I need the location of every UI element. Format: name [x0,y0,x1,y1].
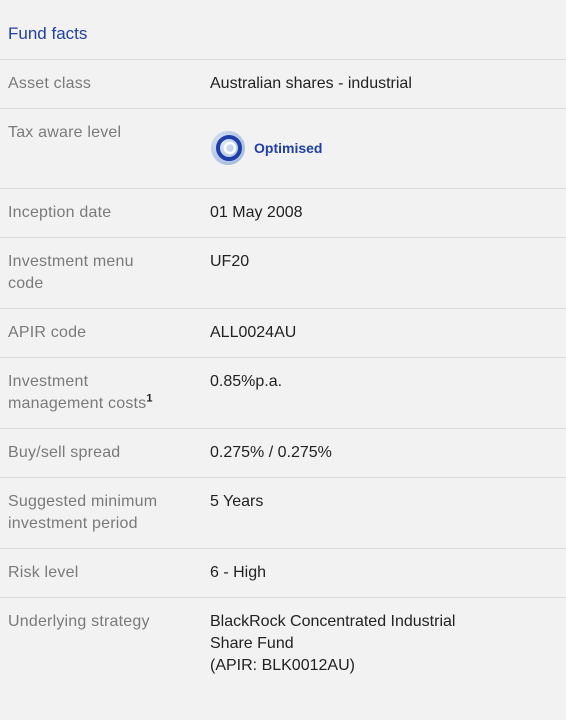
fact-row: Asset class Australian shares - industria… [0,60,566,109]
label-line: Tax aware level [8,124,122,141]
fact-label: Tax aware level [0,122,210,166]
fact-row: Risk level 6 - High [0,549,566,598]
value-line: (APIR: BLK0012AU) [210,657,355,674]
label-line: Investment [8,373,89,390]
fact-row: Investment management costs1 0.85%p.a. [0,358,566,429]
fact-value: BlackRock Concentrated Industrial Share F… [210,611,566,677]
value-line: BlackRock Concentrated Industrial [210,613,456,630]
fact-value: 0.85%p.a. [210,371,566,415]
fact-label: Inception date [0,202,210,224]
label-line: code [8,275,44,292]
fact-label: Risk level [0,562,210,584]
rows: Asset class Australian shares - industria… [0,60,566,690]
fact-label: Buy/sell spread [0,442,210,464]
fact-label: Suggested minimum investment period [0,491,210,535]
fact-row: Tax aware level Optimised [0,109,566,189]
label-line: Risk level [8,564,79,581]
value-line: UF20 [210,253,250,270]
label-line: investment period [8,515,138,532]
value-line: 6 - High [210,564,267,581]
label-line: management costs1 [8,392,153,412]
tax-badge: Optimised [210,130,566,166]
fact-label: APIR code [0,322,210,344]
label-line: Inception date [8,204,112,221]
value-line: ALL0024AU [210,324,297,341]
label-line: Asset class [8,75,92,92]
fact-value: 6 - High [210,562,566,584]
fact-label: Investment management costs1 [0,371,210,415]
fact-value: ALL0024AU [210,322,566,344]
fact-row: Buy/sell spread 0.275% / 0.275% [0,429,566,478]
title: Fund facts [0,0,566,60]
value-line: 0.275% / 0.275% [210,444,332,461]
badge-text: Optimised [254,140,323,156]
label-line: Underlying strategy [8,613,150,630]
fact-value: UF20 [210,251,566,295]
label-line: Buy/sell spread [8,444,121,461]
value-line: 0.85%p.a. [210,373,283,390]
fact-row: Investment menu code UF20 [0,238,566,309]
fact-value: Optimised [210,122,566,166]
fact-label: Asset class [0,73,210,95]
fact-row: Underlying strategy BlackRock Concentrate… [0,598,566,690]
value-line: 5 Years [210,493,264,510]
fact-value: 01 May 2008 [210,202,566,224]
value-line: 01 May 2008 [210,204,303,221]
footnote-mark: 1 [146,392,153,405]
value-line: Australian shares - industrial [210,75,412,92]
fact-value: 0.275% / 0.275% [210,442,566,464]
value-line: Share Fund [210,635,294,652]
fact-row: Suggested minimum investment period 5 Year… [0,478,566,549]
badge-icon [211,131,245,165]
label-line: APIR code [8,324,87,341]
fact-label: Underlying strategy [0,611,210,677]
label-line: Investment menu [8,253,134,270]
fact-row: Inception date 01 May 2008 [0,189,566,238]
fact-value: 5 Years [210,491,566,535]
label-line: Suggested minimum [8,493,158,510]
fact-label: Investment menu code [0,251,210,295]
fact-value: Australian shares - industrial [210,73,566,95]
fact-row: APIR code ALL0024AU [0,309,566,358]
